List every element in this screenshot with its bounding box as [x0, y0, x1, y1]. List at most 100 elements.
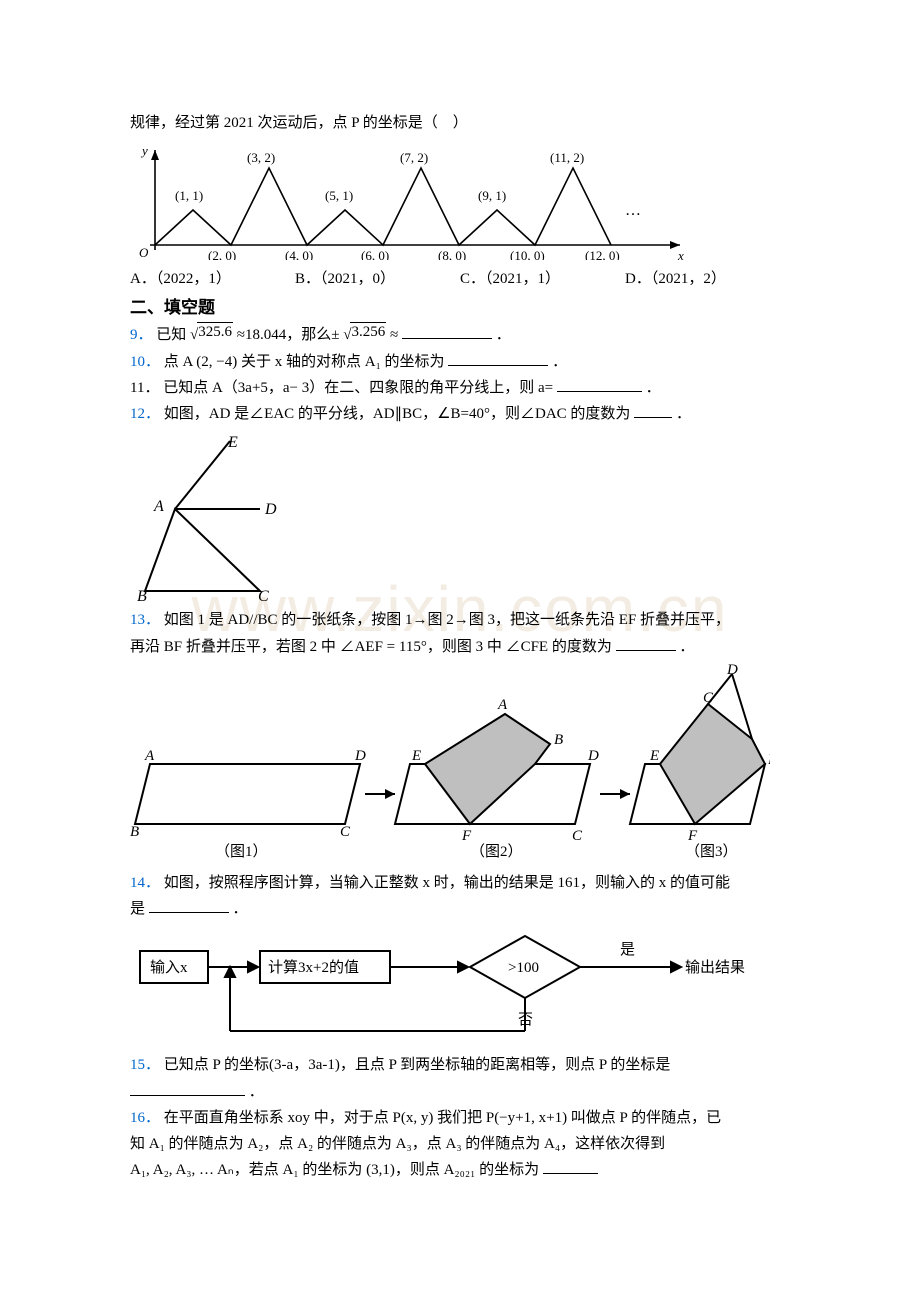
sqrt-icon: √325.6 [190, 322, 233, 348]
svg-text:(4, 0): (4, 0) [285, 248, 313, 260]
q16-l2: 知 A₁ 的伴随点为 A₂，点 A₂ 的伴随点为 A₃，点 A₃ 的伴随点为 A… [130, 1131, 790, 1157]
q16-text3: A₁, A₂, A₃, … Aₙ，若点 A₁ 的坐标为 (3,1)，则点 A₂₀… [130, 1162, 539, 1178]
fig2-caption: （图2） [470, 843, 523, 860]
svg-text:(3, 2): (3, 2) [247, 150, 275, 165]
label-c: C [258, 588, 269, 601]
q8-svg: y x O (1, 1) (2, 0) (3, 2) (4, 0) (5, 1)… [130, 140, 690, 260]
svg-text:B: B [554, 732, 563, 748]
q14-tail: ． [233, 901, 248, 917]
q10-blank [448, 351, 548, 366]
q10-coord: (2, −4) [196, 354, 237, 370]
flow-calc: 计算3x+2的值 [268, 958, 359, 976]
q12-figure: E A D B C [130, 431, 790, 601]
q11-tail: ． [646, 380, 661, 396]
q10: 10． 点 A (2, −4) 关于 x 轴的对称点 A₁ 的坐标为 ． [130, 349, 790, 375]
svg-text:C: C [572, 828, 583, 844]
q14-text2: 是 [130, 901, 145, 917]
section-2-heading: 二、填空题 [130, 293, 790, 323]
svg-text:E: E [411, 748, 421, 764]
q15-num: 15． [130, 1057, 160, 1073]
q9-mid: ≈18.044，那么± [237, 327, 343, 343]
label-d: D [264, 501, 277, 518]
q10-mid: 关于 x 轴的对称点 A₁ 的坐标为 [241, 354, 445, 370]
q11-body: 已知点 A（3a+5，a− 3）在二、四象限的角平分线上，则 a= [163, 380, 553, 396]
q14-l1: 14． 如图，按照程序图计算，当输入正整数 x 时，输出的结果是 161，则输入… [130, 870, 790, 896]
svg-text:(9, 1): (9, 1) [478, 188, 506, 203]
q8-options: A．（2022，1） B．（2021，0） C．（2021，1） D．（2021… [130, 266, 790, 292]
flowchart-svg: 输入x 计算3x+2的值 >100 是 否 输出结果 [130, 926, 770, 1046]
label-e: E [227, 434, 238, 451]
label-a: A [153, 498, 164, 515]
q14-blank [149, 898, 229, 913]
svg-text:D: D [726, 664, 738, 678]
svg-text:B: B [130, 824, 139, 840]
q16-l1: 16． 在平面直角坐标系 xoy 中，对于点 P(x, y) 我们把 P(−y+… [130, 1105, 790, 1131]
q8-opt-c: C．（2021，1） [460, 266, 625, 292]
q9: 9． 已知 √325.6 ≈18.044，那么± √3.256 ≈ ． [130, 322, 790, 348]
svg-text:C: C [703, 690, 714, 706]
flow-yes: 是 [620, 942, 635, 958]
axis-y-label: y [140, 143, 148, 158]
q15-text: 已知点 P 的坐标(3-a，3a-1)，且点 P 到两坐标轴的距离相等，则点 P… [164, 1057, 671, 1073]
q9-blank [402, 324, 492, 339]
q13-text2: 再沿 BF 折叠并压平，若图 2 中 ∠AEF = 115°，则图 3 中 ∠C… [130, 639, 612, 655]
flow-output: 输出结果 [685, 959, 745, 976]
q16-text2: 知 A₁ 的伴随点为 A₂，点 A₂ 的伴随点为 A₃，点 A₃ 的伴随点为 A… [130, 1136, 665, 1152]
dots-label: … [625, 202, 641, 219]
q12: 12． 如图，AD 是∠EAC 的平分线，AD∥BC，∠B=40°，则∠DAC … [130, 401, 790, 427]
q8-opt-b: B．（2021，0） [295, 266, 460, 292]
q12-num: 12． [130, 406, 160, 422]
q9-tail: ． [496, 327, 511, 343]
svg-text:D: D [587, 748, 599, 764]
q12-svg: E A D B C [130, 431, 290, 601]
page-content: 规律，经过第 2021 次运动后，点 P 的坐标是（ ） y x O (1, 1… [130, 110, 790, 1184]
svg-text:(8, 0): (8, 0) [438, 248, 466, 260]
q16-blank [543, 1159, 598, 1174]
svg-text:D: D [354, 748, 366, 764]
svg-text:(1, 1): (1, 1) [175, 188, 203, 203]
q13-figure: A D B C A B D E F C D C B E F （图1） （图2） [130, 664, 790, 864]
q11: 11． 已知点 A（3a+5，a− 3）在二、四象限的角平分线上，则 a= ． [130, 375, 790, 401]
axis-x-label: x [677, 248, 684, 260]
q8-opt-d: D．（2021，2） [625, 266, 790, 292]
q14-text1: 如图，按照程序图计算，当输入正整数 x 时，输出的结果是 161，则输入的 x … [164, 875, 730, 891]
svg-text:(6, 0): (6, 0) [361, 248, 389, 260]
svg-text:(12, 0): (12, 0) [585, 248, 620, 260]
fig1-caption: （图1） [215, 843, 268, 860]
q13-blank [616, 636, 676, 651]
svg-text:F: F [687, 828, 698, 844]
flow-input: 输入x [150, 959, 188, 976]
q8-opt-a: A．（2022，1） [130, 266, 295, 292]
q9-post: ≈ [390, 327, 398, 343]
q14-l2: 是 ． [130, 896, 790, 922]
q16-text1: 在平面直角坐标系 xoy 中，对于点 P(x, y) 我们把 P(−y+1, x… [164, 1110, 721, 1126]
svg-text:E: E [649, 748, 659, 764]
svg-text:A: A [497, 697, 508, 713]
svg-text:B: B [768, 752, 770, 768]
flow-cond: >100 [508, 960, 539, 976]
label-b: B [137, 588, 147, 601]
q11-blank [557, 377, 642, 392]
q12-body: 如图，AD 是∠EAC 的平分线，AD∥BC，∠B=40°，则∠DAC 的度数为 [164, 406, 631, 422]
q13-svg: A D B C A B D E F C D C B E F （图1） （图2） [130, 664, 770, 864]
q13-tail: ． [679, 639, 694, 655]
svg-text:(5, 1): (5, 1) [325, 188, 353, 203]
fig3-caption: （图3） [685, 843, 738, 860]
q9-num: 9． [130, 327, 153, 343]
q13-num: 13． [130, 612, 160, 628]
svg-text:C: C [340, 824, 351, 840]
q14-flowchart: 输入x 计算3x+2的值 >100 是 否 输出结果 [130, 926, 790, 1046]
q8-tail: 规律，经过第 2021 次运动后，点 P 的坐标是（ ） [130, 110, 790, 136]
q15-tail: ． [249, 1084, 264, 1100]
svg-text:(7, 2): (7, 2) [400, 150, 428, 165]
q12-blank [634, 403, 672, 418]
q9-pre: 已知 [156, 327, 190, 343]
q15-l2: ． [130, 1079, 790, 1105]
q8-figure: y x O (1, 1) (2, 0) (3, 2) (4, 0) (5, 1)… [130, 140, 790, 260]
svg-text:A: A [144, 748, 155, 764]
q16-num: 16． [130, 1110, 160, 1126]
q14-num: 14． [130, 875, 160, 891]
q13-l1: 13． 如图 1 是 AD//BC 的一张纸条，按图 1→图 2→图 3，把这一… [130, 607, 790, 633]
q12-tail: ． [676, 406, 691, 422]
q10-tail: ． [552, 354, 567, 370]
